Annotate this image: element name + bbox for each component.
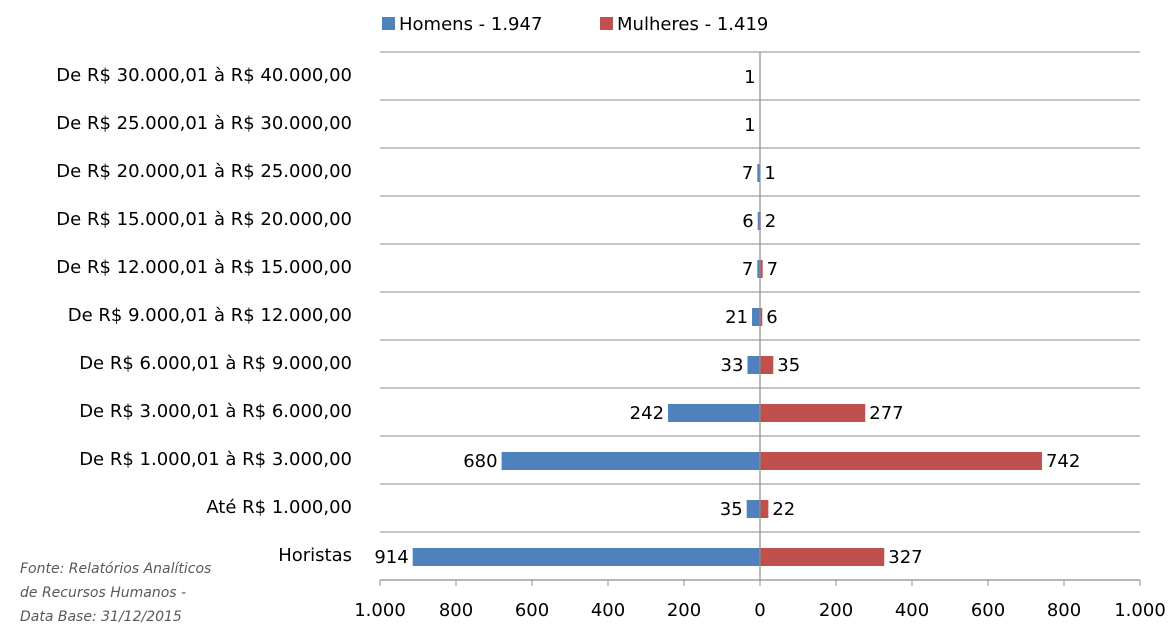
value-label: 7 xyxy=(742,163,753,184)
category-label: Até R$ 1.000,00 xyxy=(206,497,352,518)
bar xyxy=(668,404,760,422)
value-label: 35 xyxy=(720,499,743,520)
category-label: De R$ 3.000,01 à R$ 6.000,00 xyxy=(79,401,352,422)
category-label: De R$ 15.000,01 à R$ 20.000,00 xyxy=(56,209,352,230)
bar xyxy=(760,548,885,566)
value-label: 6 xyxy=(742,211,753,232)
x-tick-label: 600 xyxy=(971,600,1005,621)
legend-swatch xyxy=(600,17,613,30)
value-label: 2 xyxy=(765,211,776,232)
legend-swatch xyxy=(382,17,395,30)
bar xyxy=(746,500,760,518)
x-tick-label: 400 xyxy=(591,600,625,621)
source-note: Data Base: 31/12/2015 xyxy=(20,609,182,625)
bar xyxy=(501,452,760,470)
bar xyxy=(412,548,760,566)
bar xyxy=(760,356,774,374)
bar xyxy=(747,356,760,374)
source-note: de Recursos Humanos - xyxy=(20,585,186,601)
category-label: De R$ 6.000,01 à R$ 9.000,00 xyxy=(79,353,352,374)
bar xyxy=(757,260,760,278)
value-label: 742 xyxy=(1046,451,1080,472)
legend-label: Mulheres - 1.419 xyxy=(617,14,768,35)
category-label: De R$ 1.000,01 à R$ 3.000,00 xyxy=(79,449,352,470)
bar xyxy=(760,260,763,278)
category-label: De R$ 9.000,01 à R$ 12.000,00 xyxy=(68,305,352,326)
x-tick-label: 0 xyxy=(754,600,765,621)
x-tick-label: 600 xyxy=(515,600,549,621)
value-label: 914 xyxy=(374,547,408,568)
x-tick-label: 200 xyxy=(667,600,701,621)
value-label: 7 xyxy=(742,259,753,280)
value-label: 21 xyxy=(725,307,748,328)
bar xyxy=(757,164,760,182)
bar xyxy=(757,212,760,230)
x-tick-label: 1.000 xyxy=(1114,600,1166,621)
value-label: 7 xyxy=(767,259,778,280)
x-tick-label: 200 xyxy=(819,600,853,621)
source-note: Fonte: Relatórios Analíticos xyxy=(20,561,211,577)
value-label: 1 xyxy=(744,115,755,136)
x-tick-label: 800 xyxy=(1047,600,1081,621)
legend-label: Homens - 1.947 xyxy=(399,14,542,35)
category-label: De R$ 20.000,01 à R$ 25.000,00 xyxy=(56,161,352,182)
bar xyxy=(752,308,760,326)
category-label: Horistas xyxy=(278,545,352,566)
value-label: 6 xyxy=(766,307,777,328)
value-label: 327 xyxy=(888,547,922,568)
value-label: 1 xyxy=(764,163,775,184)
category-label: De R$ 12.000,01 à R$ 15.000,00 xyxy=(56,257,352,278)
bar xyxy=(760,308,763,326)
value-label: 33 xyxy=(721,355,744,376)
value-label: 242 xyxy=(630,403,664,424)
value-label: 35 xyxy=(777,355,800,376)
category-label: De R$ 25.000,01 à R$ 30.000,00 xyxy=(56,113,352,134)
x-tick-label: 400 xyxy=(895,600,929,621)
bar xyxy=(760,452,1042,470)
bar xyxy=(760,500,769,518)
value-label: 22 xyxy=(772,499,795,520)
value-label: 277 xyxy=(869,403,903,424)
x-tick-label: 800 xyxy=(439,600,473,621)
x-tick-label: 1.000 xyxy=(354,600,406,621)
value-label: 1 xyxy=(744,67,755,88)
bar xyxy=(760,404,866,422)
value-label: 680 xyxy=(463,451,497,472)
category-label: De R$ 30.000,01 à R$ 40.000,00 xyxy=(56,65,352,86)
